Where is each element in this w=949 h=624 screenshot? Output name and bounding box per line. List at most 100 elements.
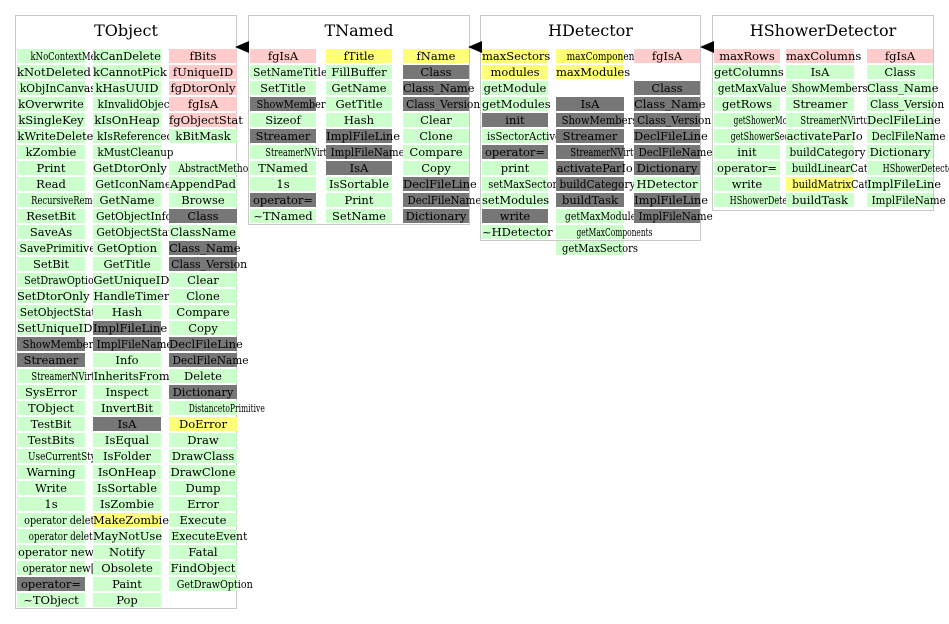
member-cell: fgIsA	[250, 49, 316, 63]
member-label: SetDrawOption	[24, 273, 101, 287]
member-label: IsOnHeap	[97, 465, 157, 479]
member-cell: getShowerSectors	[714, 129, 805, 143]
member-cell: GetName	[93, 193, 161, 207]
member-label: Hash	[343, 113, 375, 127]
member-label: GetOption	[96, 241, 158, 255]
member-label: GetName	[99, 193, 155, 207]
member-cell: kNotDeleted	[17, 65, 91, 79]
member-label: Print	[36, 161, 66, 175]
member-cell: AbstractMethod	[169, 161, 254, 175]
member-cell: DeclFileName	[634, 145, 712, 159]
member-label: HShowerDetector	[729, 193, 804, 207]
member-label: getModule	[483, 81, 547, 95]
member-label: DeclFileName	[172, 353, 249, 367]
member-label: kIsReferenced	[97, 129, 174, 143]
class-title: HShowerDetector	[749, 21, 897, 40]
member-label: operator delete[]	[28, 529, 105, 543]
member-label: MayNotUse	[93, 529, 163, 543]
member-cell: Paint	[93, 577, 161, 591]
member-cell: ~TObject	[17, 593, 85, 607]
member-cell: ~TNamed	[250, 209, 316, 223]
member-cell: ImplFileName	[867, 193, 946, 207]
member-cell: ImplFileLine	[93, 321, 167, 335]
member-cell: Warning	[17, 465, 85, 479]
member-label: SetDtorOnly	[17, 289, 90, 303]
member-cell: ImplFileLine	[326, 129, 400, 143]
member-cell: GetUniqueID	[93, 273, 169, 287]
member-label: SetUniqueID	[17, 321, 93, 335]
member-label: kCannotPick	[93, 65, 167, 79]
member-label: InvertBit	[100, 401, 154, 415]
member-label: DrawClone	[170, 465, 236, 479]
member-cell: MakeZombie	[93, 513, 169, 527]
member-label: ResetBit	[26, 209, 76, 223]
member-cell: Class	[403, 65, 469, 79]
member-label: modules	[490, 65, 540, 79]
member-cell: getRows	[714, 97, 780, 111]
member-label: fBits	[189, 49, 217, 63]
member-cell: Hash	[93, 305, 161, 319]
member-cell: setModules	[482, 193, 549, 207]
member-label: Class_Name	[169, 241, 241, 255]
member-label: fName	[416, 49, 456, 63]
member-label: operator=	[252, 193, 314, 207]
member-label: Streamer	[23, 353, 79, 367]
member-label: buildMatrixCat	[792, 177, 869, 191]
member-label: StreamerNVirtual	[31, 369, 108, 383]
member-cell: maxRows	[714, 49, 780, 63]
member-cell: kInvalidObject	[93, 97, 174, 111]
member-label: kZombie	[25, 145, 77, 159]
member-cell: write	[714, 177, 780, 191]
member-cell: SetNameTitle	[250, 65, 327, 79]
member-cell: Streamer	[17, 353, 85, 367]
member-label: TNamed	[258, 161, 308, 175]
member-cell: setMaxSectors	[482, 177, 562, 191]
member-cell: Copy	[403, 161, 469, 175]
member-cell: IsA	[556, 97, 624, 111]
member-label: Streamer	[255, 129, 311, 143]
member-label: init	[505, 113, 525, 127]
member-cell: Dictionary	[634, 161, 700, 175]
member-label: AppendPad	[169, 177, 237, 191]
member-cell: SavePrimitive	[17, 241, 96, 255]
member-cell: Copy	[169, 321, 237, 335]
member-label: ShowMembers	[256, 97, 331, 111]
member-cell: StreamerNVirtual	[556, 145, 646, 159]
member-label: UseCurrentStyle	[27, 449, 104, 463]
member-cell: kSingleKey	[17, 113, 85, 127]
member-label: kHasUUID	[95, 81, 159, 95]
member-label: Compare	[409, 145, 463, 159]
member-label: ImplFileLine	[867, 177, 942, 191]
member-label: Class_Name	[634, 97, 706, 111]
member-label: Class_Version	[406, 97, 481, 111]
member-label: HDetector	[636, 177, 698, 191]
member-cell: GetTitle	[93, 257, 161, 271]
member-label: ~TNamed	[253, 209, 313, 223]
member-cell: Delete	[169, 369, 237, 383]
member-cell: Dump	[169, 481, 237, 495]
member-label: Write	[35, 481, 67, 495]
member-cell: fgObjectStat	[169, 113, 243, 127]
member-cell: GetDtorOnly	[93, 161, 167, 175]
member-label: getMaxComponents	[576, 225, 653, 239]
member-label: GetTitle	[103, 257, 151, 271]
member-cell: ImplFileLine	[867, 177, 941, 191]
member-label: Browse	[181, 193, 225, 207]
member-label: Class_Name	[867, 81, 939, 95]
member-cell: kHasUUID	[93, 81, 161, 95]
member-label: Obsolete	[101, 561, 153, 575]
member-label: Info	[115, 353, 139, 367]
member-label: getMaxModules	[564, 209, 641, 223]
member-cell: FillBuffer	[326, 65, 392, 79]
member-label: Delete	[184, 369, 222, 383]
member-label: Class_Version	[637, 113, 712, 127]
member-cell: buildCategory	[786, 145, 865, 159]
member-label: Class	[884, 65, 916, 79]
member-label: IsA	[810, 65, 830, 79]
member-label: ImplFileLine	[634, 193, 709, 207]
member-label: MakeZombie	[93, 513, 170, 527]
member-label: ShowMembers	[561, 113, 638, 127]
member-label: kWriteDelete	[17, 129, 94, 143]
member-cell: getMaxSectors	[556, 241, 638, 255]
member-label: Clone	[419, 129, 453, 143]
